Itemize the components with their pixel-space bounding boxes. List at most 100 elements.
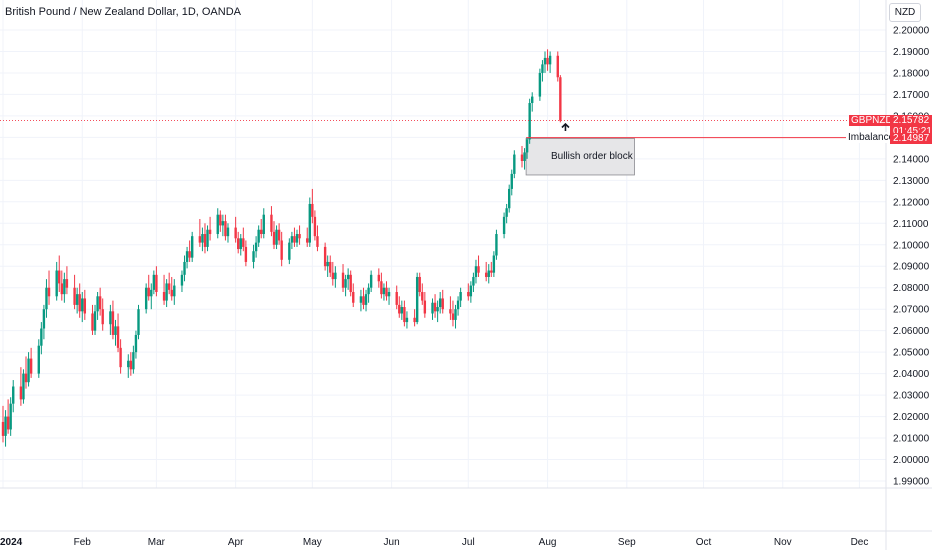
candle-body bbox=[531, 96, 534, 104]
price-tick-label: 2.12000 bbox=[893, 197, 930, 208]
candle-body bbox=[331, 272, 335, 280]
candle-body bbox=[513, 154, 516, 174]
candle-body bbox=[559, 77, 562, 121]
candle-body bbox=[298, 234, 301, 239]
candle-body bbox=[421, 292, 424, 301]
candle-body bbox=[65, 279, 69, 288]
candle-body bbox=[275, 229, 278, 245]
candle-body bbox=[415, 276, 419, 323]
candle-body bbox=[400, 307, 404, 314]
time-tick-label: Jul bbox=[462, 537, 475, 548]
candle-body bbox=[58, 270, 61, 284]
candle-body bbox=[96, 296, 99, 312]
candle-body bbox=[60, 283, 64, 295]
candle-body bbox=[78, 294, 81, 312]
candle-body bbox=[467, 292, 470, 297]
candle-body bbox=[405, 317, 409, 323]
price-tick-label: 2.14000 bbox=[893, 154, 930, 165]
currency-button[interactable]: NZD bbox=[889, 3, 921, 22]
candle-body bbox=[167, 283, 171, 290]
candle-body bbox=[502, 216, 506, 235]
candle-body bbox=[40, 328, 43, 346]
candles-group bbox=[1, 49, 562, 447]
candle-body bbox=[170, 289, 173, 297]
candle-body bbox=[326, 261, 329, 267]
candle-body bbox=[306, 238, 309, 243]
candle-body bbox=[418, 276, 421, 293]
candle-body bbox=[449, 309, 452, 314]
price-tick-label: 2.08000 bbox=[893, 283, 930, 294]
candle-body bbox=[528, 103, 531, 140]
candle-body bbox=[280, 240, 283, 260]
candle-body bbox=[152, 274, 156, 290]
candle-body bbox=[203, 234, 207, 247]
candle-body bbox=[364, 294, 368, 305]
candle-body bbox=[423, 300, 427, 314]
candle-body bbox=[47, 287, 51, 297]
candle-body bbox=[382, 287, 386, 295]
candle-body bbox=[137, 309, 140, 335]
candle-body bbox=[451, 313, 455, 320]
candle-body bbox=[387, 292, 391, 297]
candle-body bbox=[198, 236, 202, 243]
candle-body bbox=[147, 287, 150, 297]
candle-body bbox=[22, 373, 25, 400]
price-tick-label: 2.01000 bbox=[893, 434, 930, 445]
candle-body bbox=[546, 57, 549, 65]
imbalance-label: Imbalance bbox=[846, 132, 897, 143]
candle-body bbox=[260, 229, 263, 235]
candle-body bbox=[91, 313, 94, 331]
candle-body bbox=[484, 272, 488, 277]
price-tick-label: 2.07000 bbox=[893, 305, 930, 316]
candle-body bbox=[9, 403, 12, 430]
candle-body bbox=[413, 317, 416, 323]
candle-body bbox=[490, 270, 493, 273]
price-tick-label: 1.99000 bbox=[893, 476, 930, 487]
candle-body bbox=[362, 296, 365, 305]
candle-body bbox=[556, 55, 559, 78]
candle-body bbox=[237, 238, 240, 250]
candle-body bbox=[385, 287, 388, 297]
candle-body bbox=[262, 214, 265, 235]
candle-body bbox=[257, 229, 260, 243]
candle-body bbox=[201, 234, 204, 243]
candle-body bbox=[472, 276, 475, 286]
candle-body bbox=[456, 300, 460, 310]
candle-body bbox=[543, 57, 547, 65]
candle-body bbox=[239, 238, 242, 250]
candle-body bbox=[293, 236, 296, 243]
imbalance-price-tag: 2.14987 bbox=[890, 132, 932, 144]
price-tick-label: 2.06000 bbox=[893, 326, 930, 337]
candle-body bbox=[290, 236, 294, 243]
candle-body bbox=[469, 285, 473, 297]
candle-body bbox=[180, 274, 184, 286]
candle-body bbox=[208, 229, 212, 235]
candle-body bbox=[165, 283, 168, 301]
time-tick-label: May bbox=[303, 537, 322, 548]
candle-body bbox=[329, 261, 332, 273]
candle-body bbox=[454, 309, 457, 320]
price-tick-label: 2.05000 bbox=[893, 348, 930, 359]
time-tick-label: 2024 bbox=[0, 537, 23, 548]
order-block-label: Bullish order block bbox=[551, 151, 633, 162]
candle-body bbox=[185, 251, 189, 262]
candle-body bbox=[216, 214, 219, 235]
candle-body bbox=[395, 292, 398, 305]
candle-body bbox=[367, 287, 370, 295]
candle-body bbox=[308, 203, 311, 243]
order-block-rect bbox=[525, 138, 635, 176]
time-tick-label: Nov bbox=[774, 537, 792, 548]
candle-body bbox=[520, 154, 524, 162]
candle-body bbox=[183, 261, 186, 275]
price-tick-label: 2.17000 bbox=[893, 90, 930, 101]
arrow-head bbox=[561, 122, 570, 129]
time-tick-label: Mar bbox=[148, 537, 166, 548]
candle-body bbox=[29, 358, 33, 374]
candle-body bbox=[436, 307, 439, 312]
candle-body bbox=[334, 272, 337, 280]
candle-body bbox=[42, 309, 46, 329]
candle-body bbox=[252, 251, 255, 262]
candle-body bbox=[438, 298, 442, 308]
